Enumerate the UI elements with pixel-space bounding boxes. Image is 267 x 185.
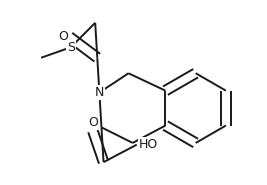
Text: S: S [67,41,75,54]
Text: O: O [58,30,68,43]
Text: HO: HO [139,138,158,151]
Text: O: O [88,116,98,129]
Text: N: N [95,86,104,99]
